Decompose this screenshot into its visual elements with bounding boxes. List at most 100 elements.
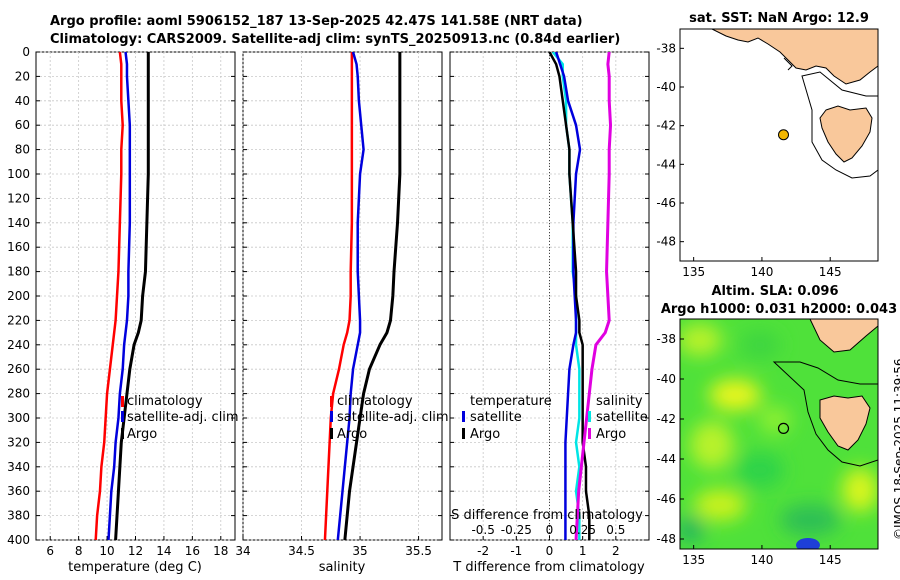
sst-map-y-tick-labels: -38 -40 -42 -44 -46 -48: [656, 41, 676, 248]
sla-heatmap: [680, 319, 878, 549]
legend-label-argo: Argo: [127, 427, 157, 442]
x-tick-label: -1: [510, 544, 522, 558]
depth-tick-labels: 0 20 40 60 80 100 120 140 160 180 200 220 240 260 280 3…: [7, 45, 30, 547]
series-line-climatology: [94, 52, 124, 540]
x-tick-label: 10: [99, 544, 114, 558]
x-tick-label: 16: [185, 544, 200, 558]
difference-ticks: [450, 51, 649, 541]
x-tick-label: 34.5: [288, 544, 315, 558]
legend-swatch-climatology: [121, 396, 124, 407]
depth-tick-label: 40: [15, 94, 30, 108]
map-y-tick-label: -38: [656, 332, 676, 346]
map-y-tick-label: -38: [656, 41, 676, 55]
x-tick-label: 35: [352, 544, 367, 558]
map-y-tick-label: -48: [656, 532, 676, 546]
sst-map-x-tick-labels: 135 140 145: [682, 265, 841, 279]
temperature-panel: [35, 51, 236, 541]
sst-map: sat. SST: NaN Argo: 12.9 135 140 145 -38 -4…: [656, 11, 879, 279]
depth-tick-label: 400: [7, 533, 30, 547]
x-tick-label: -2: [477, 544, 489, 558]
x-tick-label: 0: [546, 544, 554, 558]
difference-legend: temperature satellite Argo salinity sate…: [462, 394, 648, 442]
x-tick-label: 18: [213, 544, 228, 558]
salinity-difference-tick-labels: -0.5 -0.25 0 0.25 0.5: [471, 523, 625, 537]
map-y-tick-label: -44: [656, 452, 676, 466]
sst-map-coast: [711, 29, 878, 179]
shelf-contour: [801, 71, 878, 179]
series-line-argo: [114, 52, 150, 540]
map-y-tick-label: -48: [656, 235, 676, 249]
legend-label-sal-argo: Argo: [596, 427, 626, 442]
map-y-tick-label: -44: [656, 157, 676, 171]
depth-tick-label: 160: [7, 240, 30, 254]
coast-detail: [783, 57, 793, 71]
depth-tick-label: 180: [7, 265, 30, 279]
depth-tick-label: 260: [7, 362, 30, 376]
salinity-legend: climatology satellite-adj. clim Argo: [330, 394, 449, 442]
depth-tick-label: 340: [7, 460, 30, 474]
temperature-x-tick-labels: 6 8 10 12 14 16 18: [46, 544, 228, 558]
map-x-tick-label: 140: [750, 265, 773, 279]
sst-map-title: sat. SST: NaN Argo: 12.9: [689, 11, 869, 26]
difference-lines: [548, 52, 613, 540]
legend-label-satellite: satellite-adj. clim: [127, 410, 239, 425]
x-tick-label: 35.5: [405, 544, 432, 558]
depth-tick-label: 220: [7, 313, 30, 327]
series-line-argo: [343, 52, 402, 540]
x-tick-label: 34: [235, 544, 250, 558]
salinity-panel: [242, 51, 443, 541]
legend-swatch-climatology: [330, 396, 333, 407]
salinity-xlabel: salinity: [319, 560, 366, 575]
depth-tick-label: 360: [7, 484, 30, 498]
series-line-climatology: [323, 52, 354, 540]
sla-map: Altim. SLA: 0.096 Argo h1000: 0.031 h200…: [656, 284, 897, 567]
figure-title-line-2: Climatology: CARS2009. Satellite-adj cli…: [50, 32, 621, 47]
s-diff-tick-label: -0.25: [501, 523, 532, 537]
sla-map-ticks: [680, 338, 831, 549]
sla-low-anomaly: [796, 538, 820, 549]
salinity-difference-xlabel: S difference from climatology: [451, 508, 643, 523]
temperature-xlabel: temperature (deg C): [68, 560, 202, 575]
x-tick-label: 8: [75, 544, 83, 558]
depth-tick-label: 140: [7, 216, 30, 230]
legend-swatch-satellite: [330, 411, 333, 422]
map-y-tick-label: -46: [656, 196, 676, 210]
map-x-tick-label: 145: [819, 265, 842, 279]
depth-tick-label: 60: [15, 118, 30, 132]
legend-swatch-satellite: [121, 411, 124, 422]
temperature-lines: [94, 52, 150, 540]
depth-tick-label: 0: [22, 45, 30, 59]
s-diff-tick-label: 0.25: [569, 523, 596, 537]
sla-field-anomalies: [680, 324, 878, 544]
x-tick-label: 2: [612, 544, 620, 558]
legend-label-satellite: satellite-adj. clim: [337, 410, 449, 425]
series-line-salinity-argo: [574, 52, 613, 540]
series-line-satellite-adj-clim: [107, 52, 132, 540]
series-line-temperature-argo: [548, 52, 591, 540]
sla-map-frame: [679, 318, 879, 550]
legend-swatch-temp-argo: [462, 428, 465, 439]
series-line-satellite-adj-clim: [336, 52, 365, 540]
australia-mainland: [711, 29, 878, 85]
legend-label-climatology: climatology: [337, 394, 413, 409]
salinity-x-tick-labels: 34 34.5 35 35.5: [235, 544, 432, 558]
x-tick-label: 1: [579, 544, 587, 558]
depth-tick-label: 320: [7, 435, 30, 449]
depth-tick-label: 300: [7, 411, 30, 425]
legend-title-temperature: temperature: [470, 394, 552, 409]
legend-label-argo: Argo: [337, 427, 367, 442]
s-diff-tick-label: 0: [546, 523, 554, 537]
sla-map-x-tick-labels: 135 140 145: [682, 553, 841, 567]
map-x-tick-label: 145: [819, 553, 842, 567]
sst-map-frame: [679, 28, 879, 262]
tasmania: [819, 395, 871, 451]
map-y-tick-label: -42: [656, 119, 676, 133]
depth-tick-label: 120: [7, 191, 30, 205]
s-diff-tick-label: -0.5: [471, 523, 494, 537]
sla-map-title-1: Altim. SLA: 0.096: [712, 284, 839, 299]
argo-position-marker: [777, 422, 790, 434]
temperature-grid: [36, 51, 235, 541]
difference-x-tick-labels: -2 -1 0 1 2: [477, 544, 619, 558]
map-x-tick-label: 135: [682, 553, 705, 567]
